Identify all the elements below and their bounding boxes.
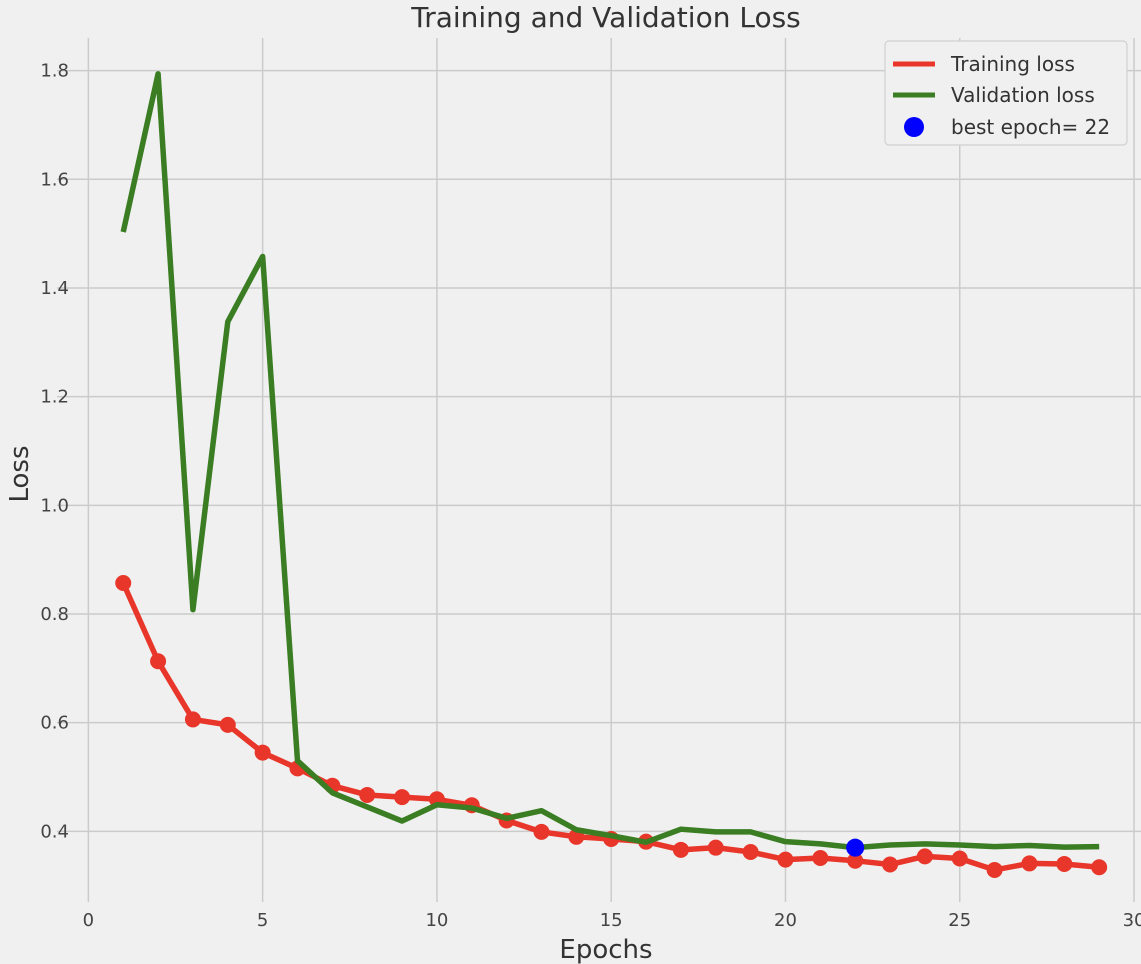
legend-label-training: Training loss xyxy=(950,52,1075,76)
legend-swatch-best xyxy=(904,117,924,137)
legend: Training loss Validation loss best epoch… xyxy=(884,40,1128,146)
training-loss-point xyxy=(916,848,933,865)
training-loss-point xyxy=(707,839,724,856)
y-tick-label: 0.4 xyxy=(40,821,69,842)
best-epoch-point xyxy=(846,838,865,857)
x-tick-label: 5 xyxy=(257,910,268,931)
y-tick-label: 0.8 xyxy=(40,604,69,625)
training-loss-point xyxy=(1021,855,1038,872)
training-loss-point xyxy=(184,711,201,728)
y-tick-labels: 0.4 0.6 0.8 1.0 1.2 1.4 1.6 1.8 xyxy=(40,61,69,843)
training-loss-point xyxy=(742,844,759,861)
y-tick-label: 1.8 xyxy=(40,61,69,82)
training-loss-point xyxy=(986,861,1003,878)
training-loss-point xyxy=(672,841,689,858)
x-tick-labels: 0 5 10 15 20 25 30 xyxy=(83,910,1141,931)
x-tick-label: 25 xyxy=(948,910,971,931)
y-axis-title: Loss xyxy=(5,445,35,502)
training-loss-point xyxy=(150,653,167,670)
training-loss-point xyxy=(882,856,899,873)
x-tick-label: 0 xyxy=(83,910,94,931)
x-tick-label: 20 xyxy=(774,910,797,931)
training-loss-point xyxy=(1056,855,1073,872)
training-loss-point xyxy=(847,852,864,869)
training-loss-point xyxy=(1091,859,1108,876)
legend-label-best: best epoch= 22 xyxy=(951,115,1110,139)
training-loss-point xyxy=(812,849,829,866)
x-tick-label: 30 xyxy=(1123,910,1141,931)
y-tick-label: 0.6 xyxy=(40,713,69,734)
legend-label-validation: Validation loss xyxy=(951,83,1095,107)
chart-title: Training and Validation Loss xyxy=(410,1,801,34)
y-tick-label: 1.0 xyxy=(40,495,69,516)
series-layer xyxy=(115,71,1108,878)
training-loss-point xyxy=(254,744,271,761)
y-tick-label: 1.2 xyxy=(40,387,69,408)
training-loss-point xyxy=(394,789,411,806)
training-loss-point xyxy=(777,851,794,868)
training-loss-point xyxy=(359,786,376,803)
training-loss-point xyxy=(951,850,968,867)
y-tick-label: 1.6 xyxy=(40,169,69,190)
x-tick-label: 10 xyxy=(425,910,448,931)
grid xyxy=(57,38,1141,902)
training-loss-point xyxy=(533,823,550,840)
training-loss-point xyxy=(115,575,132,592)
x-axis-title: Epochs xyxy=(559,935,652,964)
x-tick-label: 15 xyxy=(600,910,623,931)
legend-box xyxy=(884,40,1128,146)
y-tick-label: 1.4 xyxy=(40,278,69,299)
validation-loss-line xyxy=(120,71,1100,851)
training-loss-point xyxy=(219,716,236,733)
